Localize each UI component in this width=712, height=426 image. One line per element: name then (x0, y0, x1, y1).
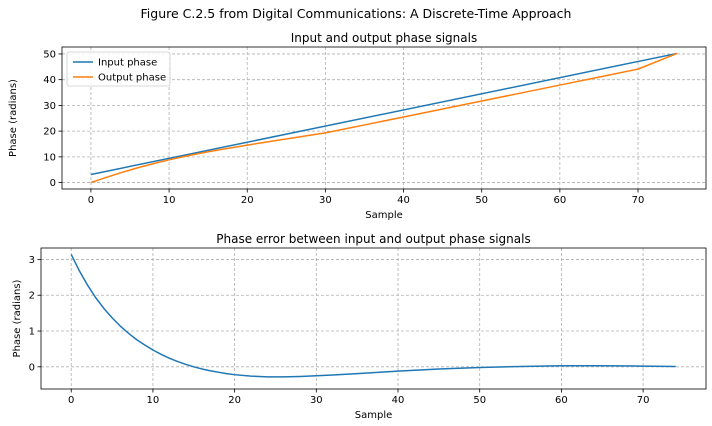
x-tick-label: 50 (473, 395, 486, 406)
x-tick-label: 0 (68, 395, 74, 406)
series-line-output-phase (90, 52, 678, 184)
x-tick-label: 40 (397, 195, 410, 206)
legend-label: Output phase (98, 73, 166, 84)
x-tick-label: 70 (632, 195, 645, 206)
series-line-0 (70, 254, 676, 378)
y-axis-label: Phase (radians) (8, 79, 19, 157)
y-tick-label: 1 (29, 327, 35, 338)
y-tick-label: 3 (29, 255, 35, 266)
y-tick-label: 50 (43, 49, 56, 60)
chart-bottom: 0 10 20 30 40 50 60 70 0 1 2 3 Phase error between i… (12, 232, 707, 421)
x-tick-label: 20 (241, 195, 254, 206)
x-axis-label: Sample (355, 410, 393, 421)
x-tick-label: 0 (88, 195, 94, 206)
y-tick-label: 0 (29, 362, 35, 373)
x-tick-label: 30 (319, 195, 332, 206)
x-tick-label: 70 (637, 395, 650, 406)
chart-top: 0 10 20 30 40 50 60 70 0 10 20 30 40 50 Input and outp… (8, 31, 707, 221)
x-tick-label: 40 (392, 395, 405, 406)
plot-frame (61, 46, 707, 190)
y-tick-label: 40 (43, 75, 56, 86)
y-tick-label: 2 (29, 291, 35, 302)
y-tick-label: 10 (43, 152, 56, 163)
x-tick-label: 10 (163, 195, 176, 206)
x-tick-label: 60 (553, 195, 566, 206)
x-axis-label: Sample (365, 210, 403, 221)
y-axis-label: Phase (radians) (12, 279, 23, 357)
x-tick-label: 10 (147, 395, 160, 406)
figure-suptitle: Figure C.2.5 from Digital Communications… (141, 6, 572, 21)
x-tick-label: 50 (475, 195, 488, 206)
x-tick-label: 30 (310, 395, 323, 406)
series-line-input-phase (90, 52, 678, 176)
chart-title: Input and output phase signals (291, 31, 477, 45)
y-tick-label: 0 (50, 178, 56, 189)
x-tick-label: 60 (555, 395, 568, 406)
legend-label: Input phase (98, 58, 157, 69)
y-tick-label: 20 (43, 127, 56, 138)
x-tick-label: 20 (228, 395, 241, 406)
plot-frame (40, 247, 707, 390)
y-tick-label: 30 (43, 101, 56, 112)
chart-title: Phase error between input and output pha… (216, 232, 530, 246)
